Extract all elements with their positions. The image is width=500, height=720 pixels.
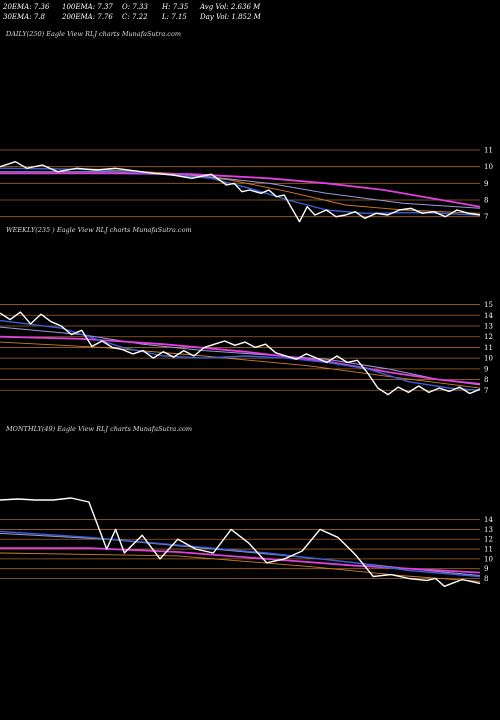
weekly-chart-svg: 15 14 13 12 11 10 9 8 7	[0, 301, 493, 396]
y-tick-label: 9	[484, 180, 488, 188]
ema200-stat: 200EMA: 7.76	[62, 13, 113, 21]
y-tick-label: 14	[484, 516, 493, 524]
monthly-chart-label: MONTHLY(49) Eagle View RLJ charts Munafa…	[6, 425, 193, 433]
avg-volume-stat: Avg Vol: 2.636 M	[200, 3, 261, 11]
ema100-stat: 100EMA: 7.37	[62, 3, 113, 11]
price-series-line	[0, 161, 481, 223]
ema-orange-series-line	[0, 341, 481, 389]
ema-fast-series-line	[0, 319, 481, 391]
y-tick-label: 12	[484, 536, 493, 544]
y-tick-label: 7	[484, 387, 488, 395]
low-stat: L: 7.15	[162, 13, 187, 21]
y-tick-label: 10	[484, 555, 493, 563]
ema-fast-series-line	[0, 530, 481, 578]
y-tick-label: 7	[484, 213, 488, 221]
y-tick-label: 8	[484, 376, 488, 384]
stats-header: 20EMA: 7.36 100EMA: 7.37 O: 7.33 H: 7.35…	[0, 0, 500, 24]
weekly-chart-panel: WEEKLY(235 ) Eagle View RLJ charts Munaf…	[0, 226, 500, 426]
ema-fast-series-line	[0, 167, 481, 216]
weekly-chart-label: WEEKLY(235 ) Eagle View RLJ charts Munaf…	[6, 226, 192, 234]
day-volume-stat: Day Vol: 1.852 M	[200, 13, 261, 21]
daily-chart-panel: DAILY(250) Eagle View RLJ charts MunafaS…	[0, 30, 500, 230]
y-tick-label: 15	[484, 301, 493, 309]
ema20-stat: 20EMA: 7.36	[3, 3, 50, 11]
daily-chart-svg: 11 10 9 8 7	[0, 147, 493, 223]
ema-orange-series-line	[0, 167, 481, 214]
y-tick-label: 14	[484, 312, 493, 320]
monthly-chart-panel: MONTHLY(49) Eagle View RLJ charts Munafa…	[0, 425, 500, 625]
ema-orange-series-line	[0, 552, 481, 582]
y-tick-label: 9	[484, 565, 488, 573]
ema30-stat: 30EMA: 7.8	[3, 13, 45, 21]
y-tick-label: 9	[484, 365, 488, 373]
daily-chart-label: DAILY(250) Eagle View RLJ charts MunafaS…	[6, 30, 182, 38]
close-stat: C: 7.22	[122, 13, 148, 21]
price-series-line	[0, 497, 481, 587]
y-tick-label: 10	[484, 163, 493, 171]
price-series-line	[0, 311, 481, 396]
y-tick-label: 13	[484, 323, 493, 331]
high-stat: H: 7.35	[162, 3, 189, 11]
y-tick-label: 12	[484, 333, 493, 341]
y-tick-label: 8	[484, 575, 488, 583]
ema-slow-series-line	[0, 547, 481, 574]
open-stat: O: 7.33	[122, 3, 148, 11]
ema-slow-series-line	[0, 172, 481, 208]
y-tick-label: 11	[484, 147, 493, 155]
y-tick-label: 11	[484, 344, 493, 352]
y-tick-label: 11	[484, 546, 493, 554]
y-tick-label: 8	[484, 197, 488, 205]
y-tick-label: 13	[484, 526, 493, 534]
y-tick-label: 10	[484, 355, 493, 363]
